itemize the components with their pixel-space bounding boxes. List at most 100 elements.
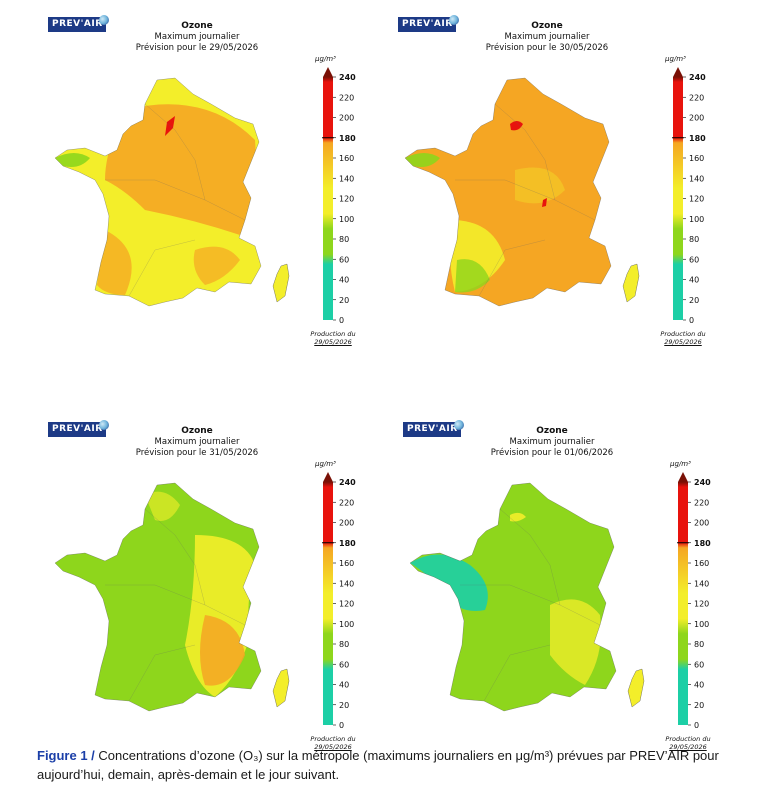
map-subtitle: Maximum journalier — [509, 437, 595, 447]
forecast-date: Prévision pour le 29/05/2026 — [135, 43, 259, 53]
forecast-date: Prévision pour le 30/05/2026 — [485, 43, 609, 53]
logo-globe-icon — [449, 15, 459, 25]
colorbar-tick-label: 100 — [689, 215, 704, 224]
colorbar-gradient — [323, 77, 333, 320]
colorbar: μg/m³ 240 220 200 180 160 140 120 100 80 60 40 20 0 … — [658, 460, 718, 760]
colorbar-tick-label: 140 — [689, 174, 704, 183]
logo-globe-icon — [99, 15, 109, 25]
colorbar-tick-label: 120 — [694, 600, 709, 609]
colorbar-tick-label: 40 — [689, 276, 699, 285]
colorbar-tick-label: 220 — [694, 498, 709, 507]
colorbar-arrow-icon — [323, 472, 333, 482]
colorbar-tick-label: 60 — [339, 255, 349, 264]
region-borders — [455, 103, 596, 297]
colorbar-tick-label: 220 — [689, 93, 704, 102]
colorbar-tick-label: 40 — [339, 681, 349, 690]
colorbar-tick-label: 180 — [694, 539, 711, 548]
logo-globe-icon — [454, 420, 464, 430]
colorbar-tick-label: 120 — [689, 195, 704, 204]
colorbar-tick-label: 20 — [339, 701, 349, 710]
colorbar-arrow-icon — [673, 67, 683, 77]
production-date: 29/05/2026 — [664, 338, 702, 346]
colorbar-tick-label: 60 — [689, 255, 699, 264]
france-ozone-map — [54, 482, 290, 712]
corsica — [622, 263, 640, 303]
concentration-zone — [97, 230, 132, 295]
colorbar-tick-label: 60 — [339, 660, 349, 669]
unit-label: μg/m³ — [670, 460, 691, 468]
production-date: 29/05/2026 — [314, 743, 352, 751]
colorbar-tick-label: 160 — [339, 154, 354, 163]
france-ozone-map — [409, 482, 645, 712]
map-subtitle: Maximum journalier — [504, 32, 590, 42]
region-borders — [460, 508, 601, 702]
france-outline — [54, 482, 262, 712]
colorbar-arrow-icon — [323, 67, 333, 77]
corsica — [272, 668, 290, 708]
corsica — [627, 668, 645, 708]
colorbar-tick-label: 0 — [694, 721, 699, 730]
colorbar-tick-label: 220 — [339, 93, 354, 102]
concentration-zone — [455, 259, 490, 293]
colorbar-tick-label: 40 — [694, 681, 704, 690]
production-date: 29/05/2026 — [669, 743, 707, 751]
colorbar-tick-label: 0 — [339, 316, 344, 325]
france-outline — [409, 482, 617, 712]
caption-text: Concentrations d’ozone (O₃) sur la métro… — [37, 748, 719, 782]
colorbar-tick-label: 40 — [339, 276, 349, 285]
production-info: Production du 29/05/2026 — [303, 330, 363, 346]
forecast-date: Prévision pour le 01/06/2026 — [490, 448, 614, 458]
map-titles: Ozone Maximum journalier Prévision pour … — [462, 426, 642, 459]
map-title: Ozone — [181, 21, 213, 31]
forecast-panel-day4: PREV'AIR Ozone Maximum journalier Prévis… — [400, 420, 745, 765]
unit-label: μg/m³ — [315, 460, 336, 468]
production-label: Production du — [310, 735, 356, 743]
colorbar-tick-label: 160 — [339, 559, 354, 568]
colorbar-tick-label: 80 — [339, 640, 349, 649]
production-label: Production du — [310, 330, 356, 338]
colorbar-tick-label: 240 — [339, 73, 356, 82]
unit-label: μg/m³ — [665, 55, 686, 63]
concentration-zone — [165, 116, 175, 136]
forecast-panel-day1: PREV'AIR Ozone Maximum journalier Prévis… — [45, 15, 390, 360]
colorbar-tick-label: 120 — [339, 195, 354, 204]
concentration-zone — [410, 554, 488, 611]
colorbar-tick-label: 20 — [694, 701, 704, 710]
colorbar-tick-label: 180 — [339, 539, 356, 548]
map-titles: Ozone Maximum journalier Prévision pour … — [107, 426, 287, 459]
colorbar-tick-label: 80 — [689, 235, 699, 244]
map-titles: Ozone Maximum journalier Prévision pour … — [457, 21, 637, 54]
concentration-zone — [105, 104, 256, 236]
colorbar-tick-label: 20 — [689, 296, 699, 305]
colorbar-tick-label: 220 — [339, 498, 354, 507]
logo-globe-icon — [99, 420, 109, 430]
colorbar-gradient — [323, 482, 333, 725]
corsica — [272, 263, 290, 303]
map-titles: Ozone Maximum journalier Prévision pour … — [107, 21, 287, 54]
concentration-zone — [510, 121, 523, 131]
colorbar-tick-label: 60 — [694, 660, 704, 669]
colorbar-tick-label: 20 — [339, 296, 349, 305]
colorbar-gradient — [678, 482, 688, 725]
prevair-logo: PREV'AIR — [48, 17, 106, 32]
prevair-logo: PREV'AIR — [48, 422, 106, 437]
colorbar-tick-label: 180 — [689, 134, 706, 143]
colorbar-tick-label: 100 — [339, 620, 354, 629]
concentration-zone — [145, 491, 180, 521]
map-title: Ozone — [531, 21, 563, 31]
colorbar-tick-label: 240 — [689, 73, 706, 82]
colorbar-tick-label: 160 — [694, 559, 709, 568]
region-borders — [105, 103, 246, 297]
colorbar-tick-label: 160 — [689, 154, 704, 163]
production-label: Production du — [660, 330, 706, 338]
colorbar-tick-label: 200 — [689, 114, 704, 123]
production-info: Production du 29/05/2026 — [658, 735, 718, 751]
colorbar: μg/m³ 240 220 200 180 160 140 120 100 80 60 40 20 0 … — [653, 55, 713, 355]
map-subtitle: Maximum journalier — [154, 32, 240, 42]
mainland-fill — [405, 78, 611, 306]
prevair-logo: PREV'AIR — [398, 17, 456, 32]
colorbar-tick-label: 140 — [339, 174, 354, 183]
forecast-panel-day3: PREV'AIR Ozone Maximum journalier Prévis… — [45, 420, 390, 765]
